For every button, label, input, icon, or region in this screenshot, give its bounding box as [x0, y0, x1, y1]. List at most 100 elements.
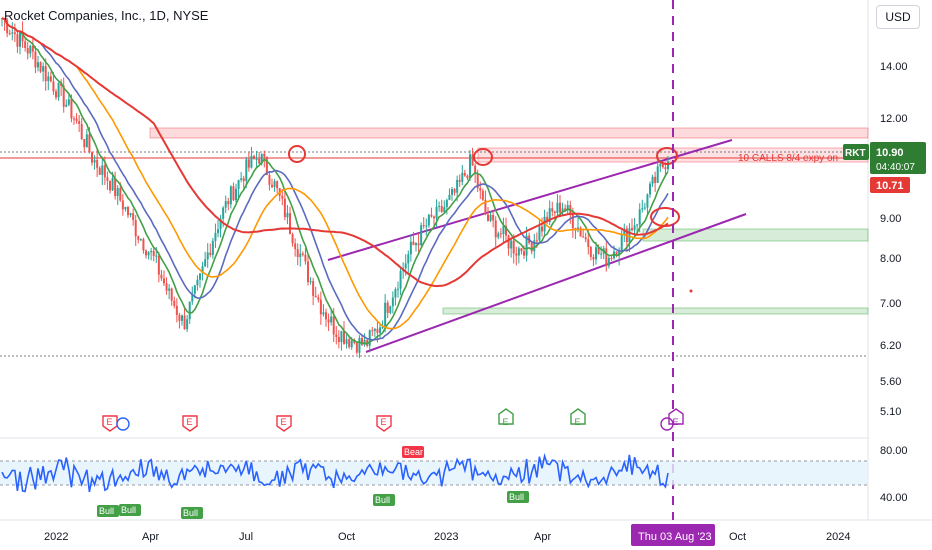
earnings-marker	[182, 415, 198, 432]
candle-body	[433, 216, 435, 219]
candle-body	[299, 253, 302, 257]
candle-body	[582, 236, 585, 238]
candle-body	[175, 305, 178, 315]
symbol-tag	[843, 144, 869, 160]
earnings-marker-label: E	[673, 417, 679, 427]
candle-body	[91, 152, 93, 163]
candle-body	[348, 339, 351, 348]
price-tag	[870, 142, 926, 174]
candle-body	[106, 177, 109, 181]
candle-body	[260, 153, 263, 164]
earnings-marker	[102, 415, 118, 432]
candle-body	[412, 241, 415, 246]
candle-body	[417, 243, 420, 246]
candle-body	[181, 315, 183, 321]
candle-body	[114, 178, 117, 197]
candle-body	[127, 206, 129, 216]
time-tick-label: Oct	[729, 531, 746, 543]
time-tick-label: 2023	[434, 531, 458, 543]
candle-body	[312, 281, 315, 296]
time-tick-label: 2022	[44, 531, 68, 543]
earnings-marker	[376, 415, 392, 432]
candle-body	[628, 228, 631, 243]
candle-body	[489, 214, 492, 221]
candle-body	[247, 159, 250, 168]
candle-body	[39, 62, 42, 72]
symbol-tag-label: RKT	[845, 148, 866, 159]
candle-body	[232, 186, 235, 201]
candle-body	[397, 288, 399, 290]
candle-body	[31, 45, 34, 52]
candle-body	[62, 85, 65, 107]
candle-body	[34, 51, 37, 68]
candle-body	[150, 250, 153, 253]
currency-button[interactable]: USD	[876, 5, 920, 29]
candle-body	[242, 178, 245, 182]
candle-body	[73, 118, 75, 120]
candle-body	[186, 319, 189, 330]
price-tick-label: 6.20	[880, 340, 901, 352]
candle-body	[11, 32, 14, 34]
signal-badge-label: Bull	[183, 508, 198, 518]
candle-body	[325, 312, 327, 320]
candle-body	[88, 134, 91, 153]
candle-body	[445, 199, 448, 208]
candle-body	[512, 240, 515, 254]
earnings-marker-label: E	[281, 417, 287, 427]
candle-body	[319, 299, 322, 315]
candle-body	[85, 134, 88, 148]
candle-body	[643, 207, 646, 209]
candle-body	[422, 225, 425, 227]
candle-body	[283, 198, 286, 218]
candle-body	[65, 104, 68, 107]
candle-body	[96, 159, 99, 168]
candle-body	[435, 206, 438, 219]
candle-body	[163, 278, 165, 284]
candle-body	[587, 239, 590, 248]
candle-body	[530, 243, 533, 252]
candle-body	[49, 76, 52, 82]
candle-body	[219, 218, 222, 230]
candle-body	[317, 297, 320, 300]
candle-body	[571, 214, 574, 229]
candle-body	[155, 255, 158, 257]
candle-body	[343, 331, 345, 344]
candle-body	[307, 261, 309, 283]
signal-badge-label: Bull	[121, 505, 136, 515]
candle-body	[294, 243, 297, 250]
candle-body	[497, 233, 500, 238]
candle-body	[173, 300, 176, 306]
candle-body	[469, 154, 471, 179]
candle-body	[649, 183, 651, 195]
ma-long-line	[1, 17, 669, 288]
rsi-tick-label: 80.00	[880, 445, 908, 457]
candle-body	[350, 340, 353, 348]
candle-body	[322, 312, 325, 315]
candle-body	[103, 165, 106, 178]
candle-body	[523, 251, 525, 256]
candle-body	[517, 248, 520, 256]
candle-body	[440, 205, 443, 212]
candle-body	[70, 99, 73, 119]
candle-body	[237, 179, 240, 189]
candle-body	[332, 316, 335, 335]
candle-body	[335, 334, 338, 337]
candle-body	[384, 302, 387, 327]
candle-body	[502, 225, 505, 235]
candle-body	[481, 190, 484, 200]
candle-body	[168, 288, 171, 291]
candle-body	[253, 156, 255, 160]
signal-badge	[402, 446, 424, 458]
candle-body	[358, 337, 361, 353]
signal-badge-label: Bull	[99, 506, 114, 516]
marker-dot	[689, 289, 693, 293]
candle-body	[361, 337, 363, 345]
candle-body	[170, 288, 173, 301]
candle-body	[263, 153, 266, 157]
candle-body	[93, 159, 96, 163]
candle-body	[276, 181, 279, 189]
candle-body	[235, 188, 237, 201]
candle-body	[196, 279, 199, 286]
cursor-date-tag	[631, 524, 715, 546]
